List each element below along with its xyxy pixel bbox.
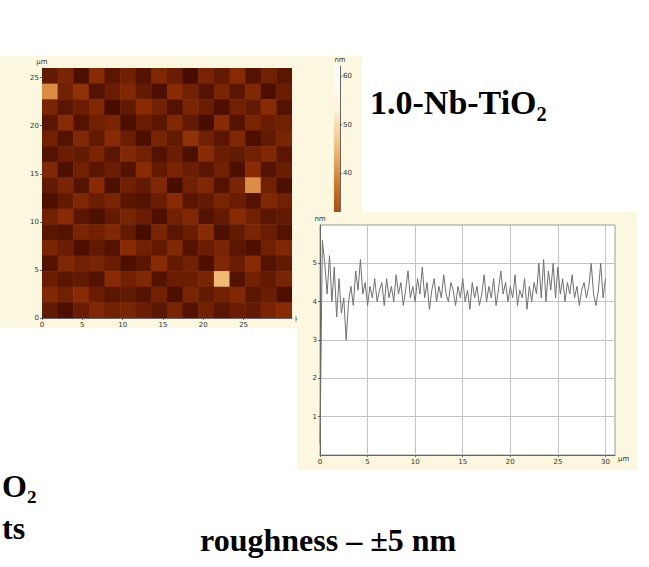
- svg-text:µm: µm: [618, 455, 629, 463]
- svg-text:nm: nm: [334, 56, 345, 64]
- svg-text:µm: µm: [36, 58, 47, 66]
- svg-text:nm: nm: [314, 215, 325, 223]
- svg-text:50: 50: [343, 121, 352, 129]
- html-text:roughness – ±5 nm: roughness – ±5 nm: [200, 522, 457, 558]
- html-text:1.0-Nb-TiO₂: 1.0-Nb-TiO₂: [370, 84, 547, 121]
- svg-text:0: 0: [35, 314, 39, 322]
- svg-text:3: 3: [313, 336, 317, 344]
- svg-text:5: 5: [80, 321, 84, 329]
- svg-text:10: 10: [30, 218, 39, 226]
- svg-text:60: 60: [343, 72, 352, 80]
- svg-text:20: 20: [506, 458, 515, 466]
- svg-text:25: 25: [553, 458, 562, 466]
- html-text:ts: ts: [2, 510, 26, 546]
- svg-text:2: 2: [313, 374, 317, 382]
- svg-text:5: 5: [35, 266, 39, 274]
- svg-text:15: 15: [30, 170, 39, 178]
- svg-text:25: 25: [30, 74, 39, 82]
- svg-text:10: 10: [118, 321, 127, 329]
- svg-text:0: 0: [318, 458, 322, 466]
- svg-text:25: 25: [239, 321, 248, 329]
- svg-text:1: 1: [313, 413, 317, 421]
- svg-text:30: 30: [601, 458, 610, 466]
- svg-text:20: 20: [30, 122, 39, 130]
- svg-text:40: 40: [343, 169, 352, 177]
- svg-text:15: 15: [159, 321, 168, 329]
- svg-text:15: 15: [458, 458, 467, 466]
- svg-text:20: 20: [199, 321, 208, 329]
- svg-text:0: 0: [40, 321, 44, 329]
- svg-text:5: 5: [313, 259, 317, 267]
- html-text:O₂: O₂: [2, 468, 37, 504]
- svg-text:10: 10: [411, 458, 420, 466]
- svg-text:5: 5: [365, 458, 369, 466]
- svg-text:4: 4: [313, 298, 318, 306]
